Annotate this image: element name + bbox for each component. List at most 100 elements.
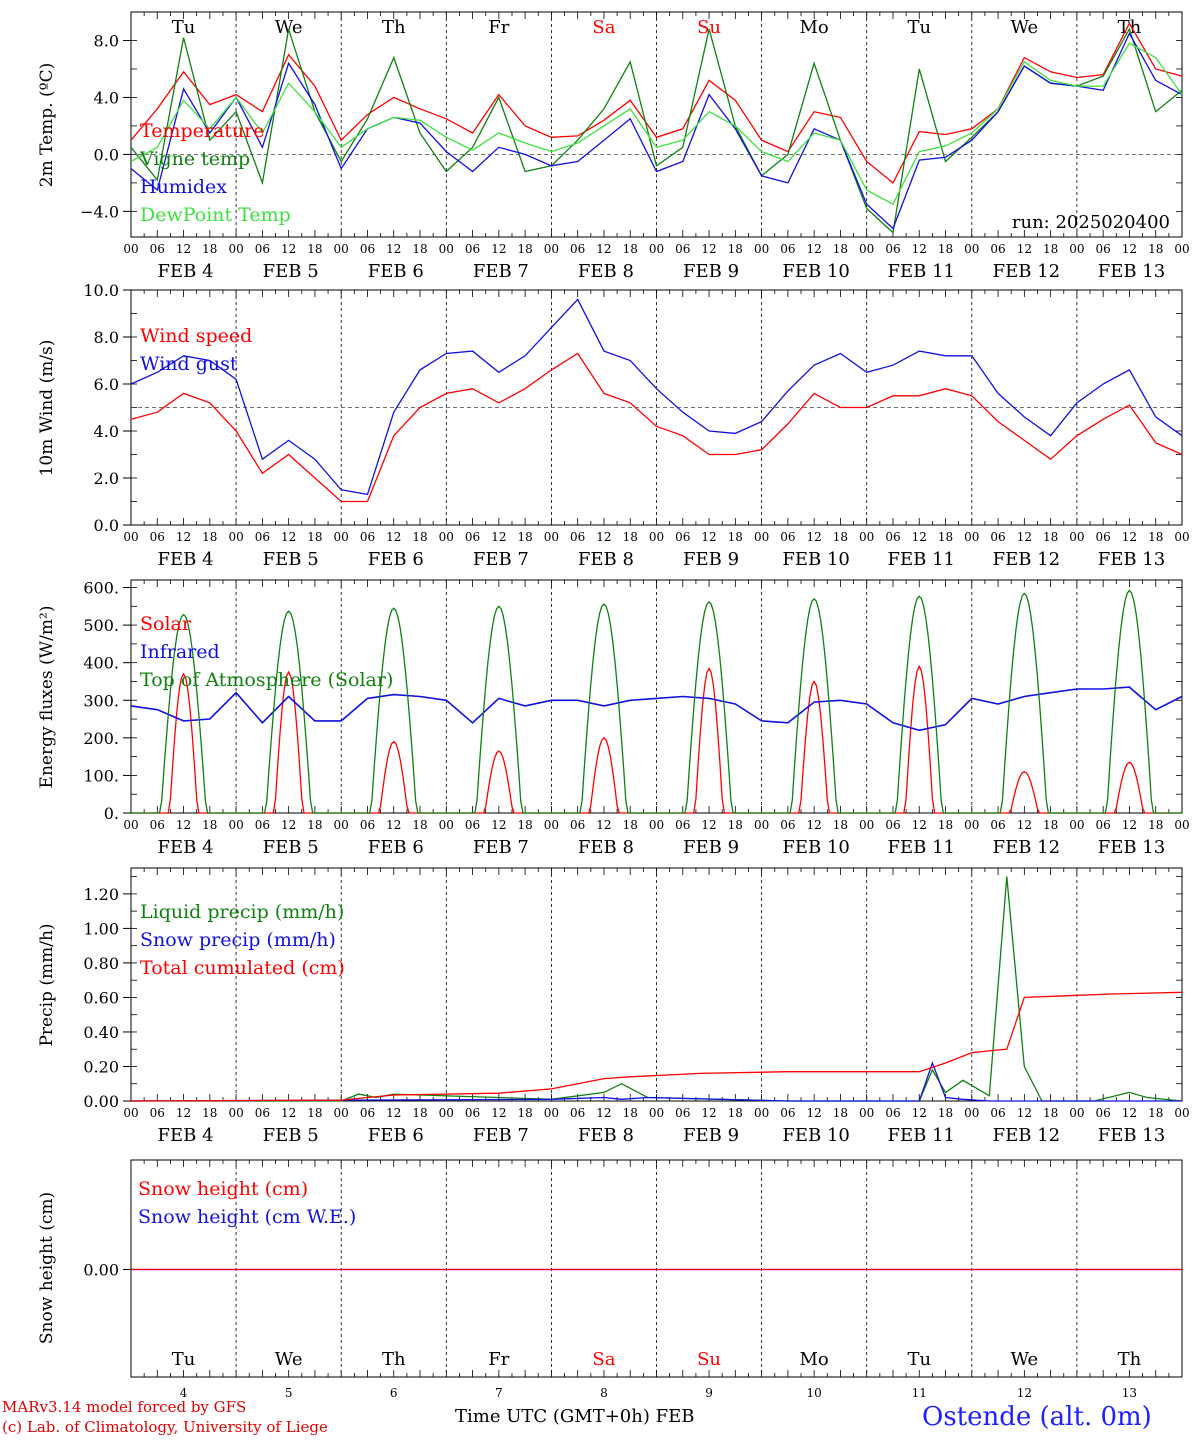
date-label: FEB 13 — [1098, 549, 1165, 570]
y-axis-label: Energy fluxes (W/m²) — [37, 606, 57, 789]
x-hour-label: 06 — [990, 818, 1005, 832]
x-hour-label: 12 — [386, 530, 401, 544]
x-hour-label: 00 — [123, 530, 138, 544]
x-hour-label: 18 — [202, 818, 217, 832]
x-hour-label: 18 — [833, 1106, 848, 1120]
date-label: FEB 8 — [578, 549, 634, 570]
x-hour-label: 18 — [623, 242, 638, 256]
legend-entry: Liquid precip (mm/h) — [140, 901, 344, 923]
x-hour-label: 12 — [701, 1106, 716, 1120]
x-hour-label: 00 — [754, 818, 769, 832]
day-label: Fr — [488, 17, 509, 38]
x-hour-label: 12 — [491, 818, 506, 832]
legend-entry: Solar — [140, 613, 192, 635]
day-label: Mo — [800, 1349, 829, 1370]
x-hour-label: 12 — [1017, 530, 1032, 544]
x-hour-label: 18 — [1148, 242, 1163, 256]
x-hour-label: 06 — [675, 530, 690, 544]
date-label: FEB 8 — [578, 1125, 634, 1146]
x-hour-label: 06 — [990, 1106, 1005, 1120]
x-hour-label: 06 — [465, 530, 480, 544]
x-hour-label: 12 — [491, 242, 506, 256]
run-annotation: run: 2025020400 — [1012, 212, 1170, 233]
date-label: FEB 9 — [683, 1125, 739, 1146]
x-hour-label: 18 — [938, 530, 953, 544]
x-hour-label: 12 — [912, 530, 927, 544]
day-label: Th — [382, 1349, 406, 1370]
x-hour-label: 00 — [334, 242, 349, 256]
x-hour-label: 06 — [150, 818, 165, 832]
x-hour-label: 12 — [1122, 818, 1137, 832]
x-hour-label: 06 — [1096, 242, 1111, 256]
series-temperature — [130, 22, 1183, 184]
x-hour-label: 06 — [990, 530, 1005, 544]
date-label: FEB 7 — [473, 1125, 529, 1146]
day-label: Mo — [800, 17, 829, 38]
x-hour-label: 12 — [1017, 1106, 1032, 1120]
x-hour-label: 12 — [807, 530, 822, 544]
date-label: FEB 13 — [1098, 837, 1165, 858]
date-label: FEB 4 — [158, 1125, 214, 1146]
date-label: FEB 7 — [473, 837, 529, 858]
x-hour-label: 18 — [517, 818, 532, 832]
x-hour-label: 12 — [596, 242, 611, 256]
date-label: FEB 5 — [263, 549, 319, 570]
x-hour-label: 06 — [780, 530, 795, 544]
x-hour-label: 18 — [202, 242, 217, 256]
date-label: FEB 10 — [782, 837, 849, 858]
x-hour-label: 12 — [701, 242, 716, 256]
series-top-of-atmosphere-solar- — [131, 589, 1182, 814]
x-hour-label: 06 — [360, 242, 375, 256]
x-hour-label: 18 — [202, 1106, 217, 1120]
y-tick-label: 0.0 — [94, 516, 119, 535]
date-label: FEB 6 — [368, 261, 424, 282]
x-hour-label: 06 — [570, 530, 585, 544]
day-number: 8 — [600, 1386, 608, 1400]
date-label: FEB 4 — [158, 261, 214, 282]
x-hour-label: 00 — [334, 530, 349, 544]
x-hour-label: 00 — [859, 242, 874, 256]
day-number: 13 — [1122, 1386, 1137, 1400]
x-hour-label: 06 — [255, 242, 270, 256]
x-hour-label: 00 — [439, 530, 454, 544]
x-hour-label: 18 — [307, 818, 322, 832]
x-hour-label: 18 — [728, 242, 743, 256]
x-hour-label: 06 — [360, 530, 375, 544]
x-hour-label: 12 — [176, 242, 191, 256]
date-label: FEB 12 — [993, 549, 1060, 570]
lab-credit: (c) Lab. of Climatology, University of L… — [2, 1418, 328, 1436]
x-hour-label: 00 — [754, 242, 769, 256]
x-hour-label: 06 — [780, 1106, 795, 1120]
legend-entry: Total cumulated (cm) — [140, 957, 345, 979]
legend-entry: Humidex — [140, 176, 227, 198]
day-label: Th — [1118, 17, 1142, 38]
time-axis-title: Time UTC (GMT+0h) FEB — [455, 1406, 695, 1427]
date-label: FEB 4 — [158, 549, 214, 570]
day-number: 4 — [180, 1386, 188, 1400]
day-number: 11 — [912, 1386, 927, 1400]
day-number: 7 — [495, 1386, 503, 1400]
day-label: Th — [1118, 1349, 1142, 1370]
x-hour-label: 06 — [780, 818, 795, 832]
y-tick-label: −4.0 — [80, 202, 119, 221]
x-hour-label: 12 — [1122, 242, 1137, 256]
x-hour-label: 18 — [517, 1106, 532, 1120]
x-hour-label: 00 — [1069, 530, 1084, 544]
x-hour-label: 18 — [938, 818, 953, 832]
x-hour-label: 18 — [412, 1106, 427, 1120]
day-label: Tu — [907, 17, 931, 38]
x-hour-label: 12 — [281, 1106, 296, 1120]
x-hour-label: 12 — [807, 818, 822, 832]
panel-1: 8.0 4.0 0.0 −4.0 2m Temp. (ºC) Tu We Th Fr Sa Su Mo… — [37, 11, 1190, 282]
panel-2: 10.0 8.0 6.0 4.0 2.0 0.0 10m Wind (m/s) Wind sp… — [37, 281, 1190, 570]
x-hour-label: 12 — [701, 818, 716, 832]
y-tick-label: 600. — [83, 579, 119, 598]
series-infrared — [130, 686, 1183, 732]
x-hour-label: 12 — [807, 242, 822, 256]
y-tick-label: 1.20 — [83, 885, 119, 904]
day-label: We — [1011, 1349, 1039, 1370]
x-hour-label: 00 — [123, 1106, 138, 1120]
y-tick-label: 0. — [104, 804, 119, 823]
series-vigne-temp — [130, 27, 1183, 234]
legend-entry: Top of Atmosphere (Solar) — [140, 669, 393, 691]
